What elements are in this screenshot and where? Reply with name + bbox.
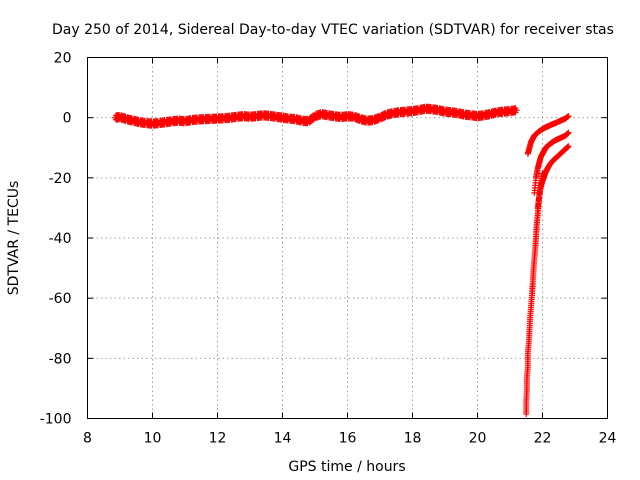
x-tick-label: 24 [599,431,617,447]
data-points [112,103,572,417]
data-point [565,113,572,120]
x-tick-label: 10 [144,431,162,447]
axis-ticks: 8 10 12 14 16 18 20 22 24 20 0 -20 -40 -60 -80 -100 [40,51,617,447]
x-tick-label: 14 [274,431,292,447]
y-tick-label: 20 [54,51,72,67]
x-tick-label: 16 [339,431,357,447]
data-point [539,170,546,177]
x-axis-label: GPS time / hours [288,459,405,475]
y-tick-label: -100 [40,412,72,428]
x-tick-label: 20 [469,431,487,447]
chart-title: Day 250 of 2014, Sidereal Day-to-day VTE… [52,22,614,38]
data-point [513,107,520,114]
data-point [309,116,316,123]
data-point [565,129,572,136]
x-tick-label: 22 [534,431,552,447]
y-tick-label: -80 [49,351,72,367]
y-tick-label: 0 [63,111,72,127]
data-point [565,143,572,150]
x-tick-label: 8 [83,431,92,447]
y-axis-label: SDTVAR / TECUs [6,181,22,296]
x-tick-label: 12 [209,431,227,447]
y-tick-label: -20 [49,171,72,187]
y-tick-label: -60 [49,291,72,307]
x-tick-label: 18 [404,431,422,447]
y-tick-label: -40 [49,231,72,247]
